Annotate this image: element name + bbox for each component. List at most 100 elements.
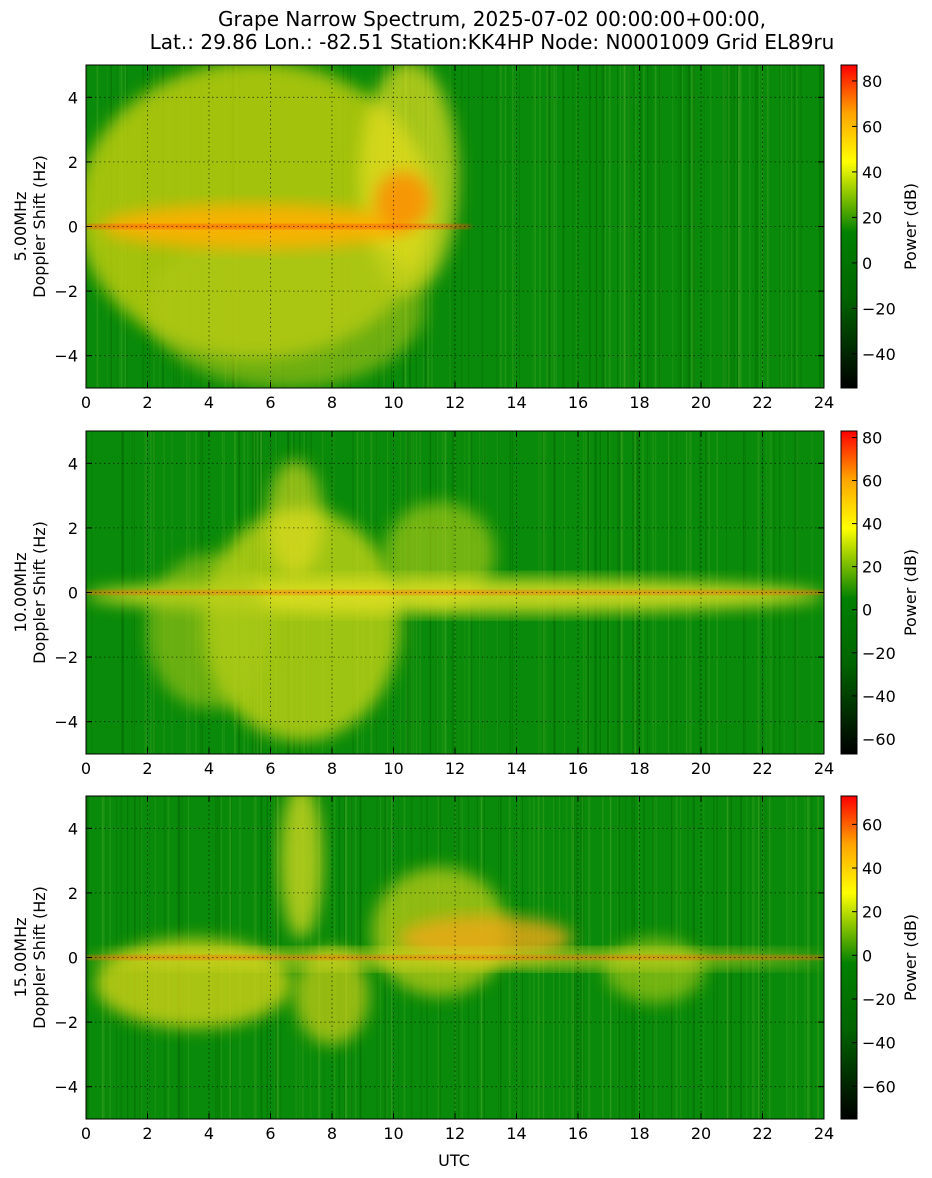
- y-tick-label: −2: [54, 1013, 78, 1032]
- x-tick-label: 4: [204, 759, 214, 778]
- noise-streak: [507, 65, 509, 388]
- y-tick-label: 2: [68, 519, 78, 538]
- noise-streak: [596, 65, 598, 388]
- noise-streak: [755, 65, 757, 388]
- noise-streak: [608, 65, 611, 388]
- x-tick-label: 24: [814, 393, 834, 412]
- x-tick-label: 8: [327, 393, 337, 412]
- y-tick-label: −4: [54, 1078, 78, 1097]
- noise-streak: [722, 65, 725, 388]
- figure-title-line1: Grape Narrow Spectrum, 2025-07-02 00:00:…: [218, 7, 766, 31]
- x-tick-label: 2: [142, 759, 152, 778]
- noise-streak: [620, 65, 621, 388]
- colorbar: 80 60 40 20 0 −20 −40 Power (dB): [840, 64, 920, 389]
- ylabel-text: Doppler Shift (Hz): [30, 521, 49, 664]
- colorbar-tick-label: −20: [862, 990, 896, 1009]
- x-tick-label: 12: [445, 759, 465, 778]
- x-tick-label: 2: [142, 393, 152, 412]
- noise-streak: [682, 65, 683, 388]
- y-axis-label: 10.00MHzDoppler Shift (Hz): [11, 521, 49, 664]
- colorbar-tick-label: −20: [862, 299, 896, 318]
- noise-streak: [749, 65, 751, 388]
- noise-streak: [766, 65, 768, 388]
- noise-streak: [793, 65, 796, 388]
- noise-streak: [551, 65, 553, 388]
- panels-group: 0 2 4 6 8 10 12 14 16 18 20 22 24420−2−45.00MHzDoppl…: [11, 64, 920, 1143]
- y-tick-label: 4: [68, 454, 78, 473]
- noise-streak: [628, 65, 630, 388]
- signal-region: [267, 460, 323, 577]
- x-tick-label: 14: [506, 759, 526, 778]
- noise-streak: [601, 65, 603, 388]
- noise-streak: [622, 65, 625, 388]
- noise-streak: [597, 65, 599, 388]
- y-axis-label: 15.00MHzDoppler Shift (Hz): [11, 886, 49, 1029]
- noise-streak: [643, 65, 645, 388]
- x-tick-label: 16: [568, 393, 588, 412]
- colorbar-gradient: [840, 430, 858, 755]
- x-tick-label: 2: [142, 1124, 152, 1143]
- panel-1: 0 2 4 6 8 10 12 14 16 18 20 22 24420−2−45.00MHzDoppl…: [11, 64, 920, 412]
- colorbar-tick-label: −40: [862, 687, 896, 706]
- heatmap-1: [86, 65, 824, 388]
- colorbar-tick-label: 20: [862, 903, 882, 922]
- colorbar-label: Power (dB): [901, 914, 920, 1001]
- colorbar-tick-label: 0: [862, 254, 872, 273]
- y-tick-label: 4: [68, 88, 78, 107]
- x-tick-label: 22: [752, 1124, 772, 1143]
- y-axis-label: 5.00MHzDoppler Shift (Hz): [11, 155, 49, 298]
- colorbar-label: Power (dB): [901, 549, 920, 636]
- x-tick-label: 6: [265, 1124, 275, 1143]
- x-tick-label: 10: [383, 759, 403, 778]
- noise-streak: [589, 65, 591, 388]
- band-label: 10.00MHz: [11, 552, 30, 632]
- noise-streak: [737, 65, 738, 388]
- x-tick-label: 24: [814, 759, 834, 778]
- y-tick-label: 0: [68, 218, 78, 237]
- panel-3: 0 2 4 6 8 10 12 14 16 18 20 22 24420−2−415.00MHzDopp…: [11, 795, 920, 1143]
- colorbar-tick-label: 60: [862, 117, 882, 136]
- noise-streak: [672, 65, 674, 388]
- noise-streak: [534, 65, 536, 388]
- y-tick-label: 2: [68, 153, 78, 172]
- x-tick-label: 6: [265, 759, 275, 778]
- noise-streak: [737, 65, 738, 388]
- colorbar-tick-label: 0: [862, 601, 872, 620]
- noise-streak: [595, 65, 598, 388]
- x-tick-label: 10: [383, 393, 403, 412]
- grid: [86, 796, 824, 1119]
- noise-streak: [655, 65, 657, 388]
- x-tick-label: 8: [327, 1124, 337, 1143]
- signal-region: [86, 577, 824, 614]
- colorbar-tick-label: −60: [862, 1077, 896, 1096]
- x-tick-label: 24: [814, 1124, 834, 1143]
- x-axis-label: UTC: [438, 1151, 470, 1170]
- colorbar-tick-label: 40: [862, 515, 882, 534]
- grid: [86, 65, 824, 388]
- noise-streak: [759, 65, 761, 388]
- colorbar-tick-label: −40: [862, 1034, 896, 1053]
- noise-streak: [685, 65, 688, 388]
- colorbar-tick-label: 80: [862, 72, 882, 91]
- noise-streak: [678, 65, 680, 388]
- x-tick-label: 6: [265, 393, 275, 412]
- x-tick-label: 4: [204, 393, 214, 412]
- colorbar-tick-label: 20: [862, 208, 882, 227]
- band-label: 5.00MHz: [11, 192, 30, 262]
- y-tick-label: −2: [54, 282, 78, 301]
- noise-streak: [604, 65, 606, 388]
- colorbar: 80 60 40 20 0 −20 −40 −60 Power (dB): [840, 428, 920, 755]
- colorbar-tick-label: 0: [862, 946, 872, 965]
- noise-streak: [790, 65, 792, 388]
- x-tick-label: 4: [204, 1124, 214, 1143]
- signal-region: [147, 226, 425, 388]
- noise-streak: [628, 65, 630, 388]
- panel-2: 0 2 4 6 8 10 12 14 16 18 20 22 24420−2−410.00MHzDopp…: [11, 428, 920, 778]
- noise-streak: [539, 65, 541, 388]
- signal-region: [375, 171, 431, 230]
- signal-region: [147, 553, 271, 709]
- noise-streak: [659, 65, 661, 388]
- noise-streak: [790, 65, 793, 388]
- noise-streak: [624, 65, 626, 388]
- colorbar-tick-label: 20: [862, 558, 882, 577]
